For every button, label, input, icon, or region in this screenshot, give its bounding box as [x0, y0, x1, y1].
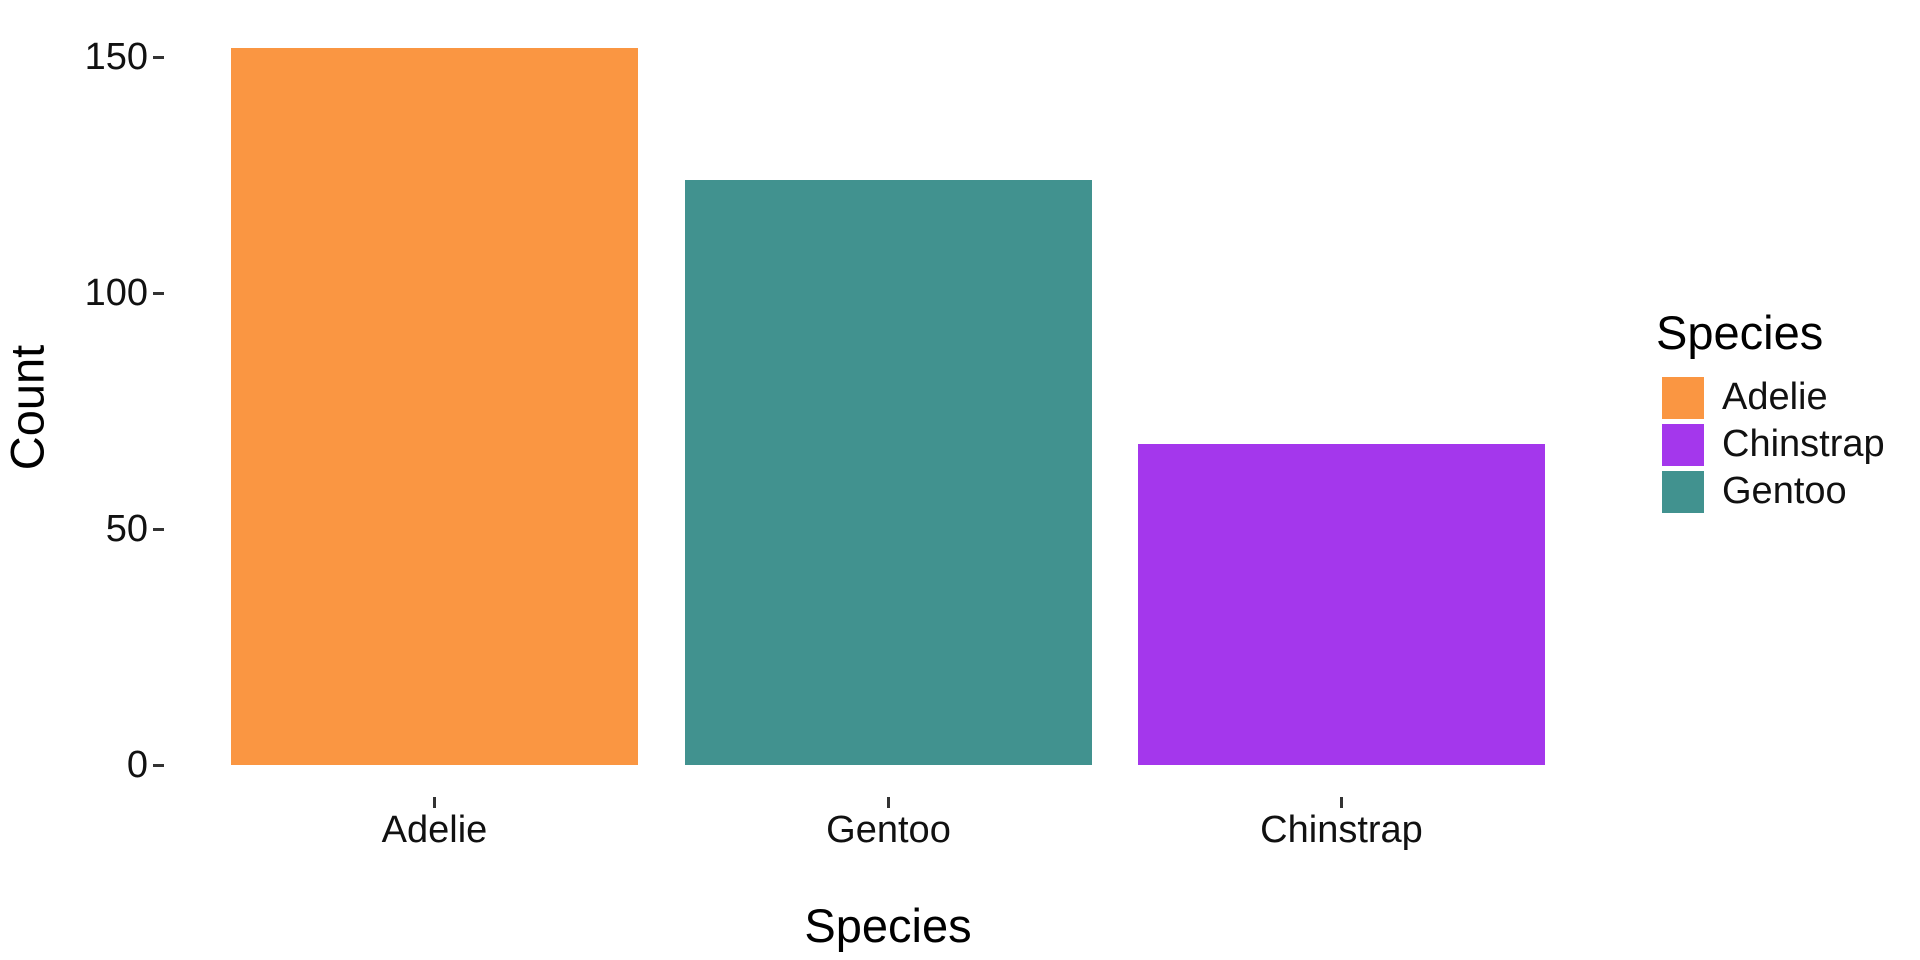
legend-label: Chinstrap [1722, 423, 1885, 465]
y-tick-label-150: 150 [84, 36, 148, 78]
y-axis-title: Count [0, 344, 54, 471]
x-tick-mark [887, 797, 890, 808]
legend-key-swatch [1662, 423, 1704, 466]
x-tick-mark [433, 797, 436, 808]
y-tick-label-50: 50 [105, 508, 148, 550]
y-tick-mark [153, 55, 164, 59]
legend-key-swatch [1662, 376, 1704, 419]
y-tick-label-0: 0 [126, 744, 148, 786]
x-tick-label-chinstrap: Chinstrap [1260, 809, 1423, 851]
y-tick-mark [153, 291, 164, 295]
legend: Species Adelie Chinstrap Gentoo [1656, 305, 1885, 515]
x-tick-mark [1340, 797, 1343, 808]
legend-entry-gentoo: Gentoo [1656, 468, 1885, 515]
legend-entries: Adelie Chinstrap Gentoo [1656, 374, 1885, 515]
x-axis-title: Species [804, 899, 972, 952]
legend-key-swatch [1662, 470, 1704, 513]
legend-entry-adelie: Adelie [1656, 374, 1885, 421]
y-tick-mark [153, 763, 164, 767]
y-tick-label-100: 100 [84, 272, 148, 314]
y-tick-mark [153, 527, 164, 531]
legend-title: Species [1656, 306, 1824, 359]
bar-chinstrap [1138, 444, 1545, 765]
legend-label: Adelie [1722, 376, 1828, 418]
bar-adelie [231, 47, 638, 765]
bar-gentoo [685, 179, 1092, 765]
x-tick-label-adelie: Adelie [381, 809, 488, 851]
x-tick-label-gentoo: Gentoo [826, 809, 951, 851]
legend-label: Gentoo [1722, 470, 1847, 512]
legend-entry-chinstrap: Chinstrap [1656, 421, 1885, 468]
